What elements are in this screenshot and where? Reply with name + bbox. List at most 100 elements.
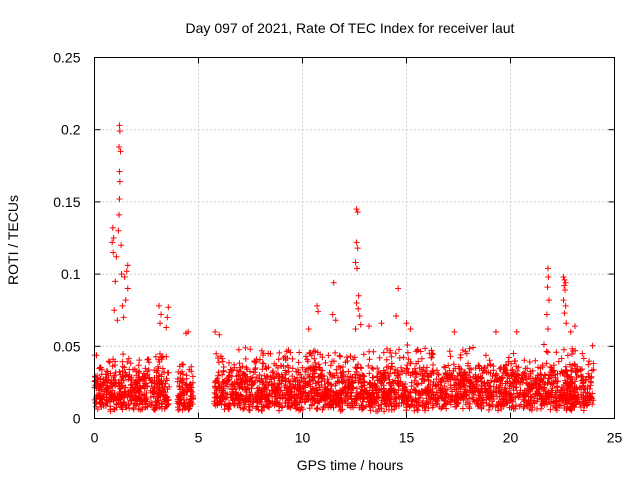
axis-ticks: 0 5 10 15 20 25 0 0.05 0.1 0.15 0.2 0.25 — [53, 50, 622, 446]
roti-peak-point — [120, 314, 127, 321]
roti-peak-point — [165, 304, 172, 311]
roti-peak-point — [119, 302, 126, 309]
x-axis-label: GPS time / hours — [297, 457, 404, 473]
y-tick-label: 0.1 — [61, 266, 81, 282]
x-tick-label: 10 — [295, 430, 311, 446]
roti-peak-point — [561, 286, 568, 293]
roti-peak-point — [378, 320, 385, 327]
roti-peak-point — [164, 314, 171, 321]
roti-peak-point — [314, 302, 321, 309]
roti-peak-point — [571, 323, 578, 330]
y-axis-label: ROTI / TECUs — [5, 195, 21, 285]
roti-peak-point — [115, 227, 122, 234]
x-tick-label: 25 — [607, 430, 623, 446]
roti-peak-point — [118, 242, 125, 249]
roti-peak-point — [111, 307, 118, 314]
roti-peak-point — [353, 299, 360, 306]
roti-peak-point — [116, 122, 123, 129]
roti-peak-point — [212, 328, 219, 335]
roti-peak-point — [562, 302, 569, 309]
roti-peak-point — [116, 128, 123, 135]
roti-peak-point — [563, 320, 570, 327]
y-tick-label: 0.25 — [53, 50, 80, 66]
roti-peak-point — [158, 311, 165, 318]
roti-point-cloud — [91, 341, 597, 415]
roti-peak-point — [305, 325, 312, 332]
roti-peak-point — [393, 312, 400, 319]
roti-peak-point — [543, 311, 550, 318]
roti-peak-point — [116, 168, 123, 175]
roti-peak-point — [329, 311, 336, 318]
roti-peak-point — [395, 285, 402, 292]
roti-peak-point — [315, 308, 322, 315]
roti-peak-point — [355, 292, 362, 299]
roti-peak-point — [183, 330, 190, 337]
roti-peak-point — [332, 317, 339, 324]
roti-peak-point — [116, 211, 123, 218]
roti-peak-point — [357, 321, 364, 328]
roti-peak-point — [116, 144, 123, 151]
roti-peak-point — [544, 325, 551, 332]
y-tick-label: 0.05 — [53, 338, 80, 354]
roti-peak-point — [352, 325, 359, 332]
roti-peak-point — [561, 276, 568, 283]
roti-peak-point — [109, 239, 116, 246]
roti-peak-point — [113, 253, 120, 260]
roti-peak-point — [112, 278, 119, 285]
roti-peak-point — [366, 323, 373, 330]
roti-peak-point — [567, 328, 574, 335]
roti-peak-point — [562, 279, 569, 286]
roti-peak-point — [124, 285, 131, 292]
roti-peak-point — [353, 206, 360, 213]
roti-peak-point — [117, 148, 124, 155]
y-tick-label: 0.15 — [53, 194, 80, 210]
roti-peak-point — [355, 305, 362, 312]
roti-peak-point — [123, 268, 130, 275]
roti-peak-point — [545, 297, 552, 304]
roti-peak-point — [513, 328, 520, 335]
roti-peak-point — [121, 273, 128, 280]
chart-title: Day 097 of 2021, Rate Of TEC Index for r… — [186, 20, 515, 36]
roti-peak-point — [155, 302, 162, 309]
roti-peak-point — [116, 178, 123, 185]
roti-peak-point — [356, 312, 363, 319]
roti-peak-point — [492, 328, 499, 335]
roti-peak-point — [353, 265, 360, 272]
roti-peak-point — [110, 249, 117, 256]
roti-peak-point — [451, 328, 458, 335]
roti-peak-point — [352, 259, 359, 266]
roti-peak-point — [118, 271, 125, 278]
roti-peak-point — [122, 297, 129, 304]
roti-peak-point — [560, 297, 567, 304]
roti-peak-point — [544, 284, 551, 291]
y-tick-label: 0.2 — [61, 122, 81, 138]
y-tick-label: 0 — [73, 411, 81, 427]
x-tick-label: 20 — [503, 430, 519, 446]
roti-peak-point — [124, 262, 131, 269]
roti-peak-point — [560, 273, 567, 280]
roti-peak-point — [163, 324, 170, 331]
roti-peak-point — [407, 325, 414, 332]
roti-peak-point — [109, 224, 116, 231]
data-points — [91, 122, 597, 415]
roti-peak-point — [561, 310, 568, 317]
roti-peak-point — [403, 320, 410, 327]
plot-frame — [94, 57, 615, 419]
roti-peak-point — [110, 235, 117, 241]
roti-peak-point — [353, 239, 360, 246]
roti-peak-point — [116, 196, 123, 203]
x-tick-label: 15 — [399, 430, 415, 446]
x-tick-label: 5 — [195, 430, 203, 446]
roti-peak-point — [354, 245, 361, 252]
roti-peak-point — [545, 273, 552, 280]
roti-peak-point — [114, 317, 121, 324]
grid-layer — [94, 57, 615, 419]
roti-peak-point — [561, 282, 568, 289]
roti-peak-point — [544, 265, 551, 272]
x-tick-label: 0 — [91, 430, 99, 446]
roti-peak-point — [157, 320, 164, 327]
roti-peak-point — [216, 331, 223, 338]
roti-peak-point — [330, 279, 337, 286]
roti-peak-point — [354, 209, 361, 216]
